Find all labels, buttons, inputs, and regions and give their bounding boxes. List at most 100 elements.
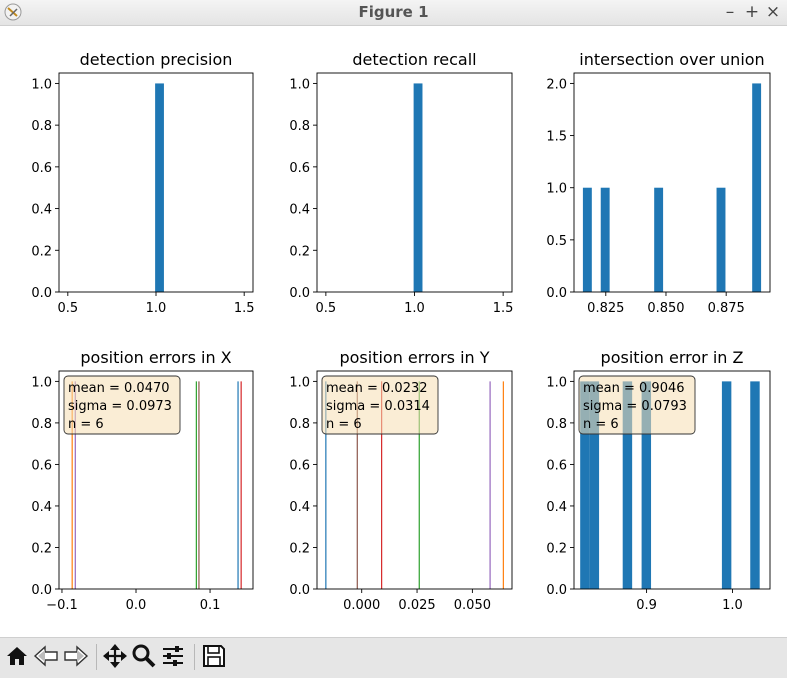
y-tick-label: 0.8 bbox=[289, 417, 310, 432]
zoom-icon bbox=[132, 644, 156, 668]
toolbar-separator bbox=[194, 644, 195, 670]
x-tick-label: −0.1 bbox=[46, 598, 78, 613]
bar bbox=[413, 83, 423, 292]
figure-svg: detection precision 0.0 0.2 0.4 0.6 0.8 1.0 0.5… bbox=[31, 50, 771, 613]
stats-box bbox=[578, 375, 696, 435]
y-tick-label: 0.0 bbox=[31, 583, 52, 598]
y-tick-label: 0.2 bbox=[546, 541, 567, 556]
x-tick-label: 0.9 bbox=[636, 598, 657, 613]
subplot-6: position error in Z 0.0 0.2 0.4 0.6 0.8 1.0 0.9… bbox=[546, 348, 771, 613]
figure-canvas[interactable]: detection precision 0.0 0.2 0.4 0.6 0.8 1.0 0.5… bbox=[0, 26, 787, 637]
stats-line: sigma = 0.0314 bbox=[326, 399, 430, 414]
y-tick-label: 0.8 bbox=[289, 119, 310, 134]
subplot-5: position errors in Y 0.0 0.2 0.4 0.6 0.8 1.0 0.… bbox=[289, 348, 513, 613]
y-tick-label: 0.4 bbox=[289, 500, 310, 515]
save-icon bbox=[203, 645, 225, 667]
stats-line: sigma = 0.0973 bbox=[68, 399, 172, 414]
y-tick-label: 1.0 bbox=[31, 375, 52, 390]
stats-line: n = 6 bbox=[326, 417, 362, 432]
subplot-title: position error in Z bbox=[601, 348, 744, 367]
y-tick-label: 0.2 bbox=[289, 244, 310, 259]
x-tick-label: 0.850 bbox=[647, 301, 684, 316]
home-button[interactable] bbox=[4, 642, 30, 670]
home-icon bbox=[7, 647, 27, 665]
y-tick-label: 0.2 bbox=[289, 541, 310, 556]
x-tick-label: 0.5 bbox=[57, 301, 78, 316]
bar bbox=[580, 381, 590, 589]
x-tick-label: 0.0 bbox=[126, 598, 147, 613]
y-tick-label: 0.8 bbox=[31, 119, 52, 134]
y-tick-label: 0.6 bbox=[546, 458, 567, 473]
title-bar: Figure 1 – + × bbox=[0, 0, 787, 26]
x-tick-label: 1.0 bbox=[722, 598, 743, 613]
y-tick-label: 1.0 bbox=[546, 375, 567, 390]
y-tick-label: 0.8 bbox=[546, 417, 567, 432]
subplot-title: detection recall bbox=[352, 50, 476, 69]
x-tick-label: 0.025 bbox=[398, 598, 435, 613]
zoom-button[interactable] bbox=[131, 642, 157, 670]
axes-frame bbox=[573, 72, 771, 293]
x-tick-label: 0.825 bbox=[587, 301, 624, 316]
forward-icon bbox=[64, 645, 89, 667]
y-tick-label: 1.0 bbox=[289, 77, 310, 92]
stats-box bbox=[63, 375, 181, 435]
back-button[interactable] bbox=[33, 642, 59, 670]
y-tick-label: 0.2 bbox=[31, 244, 52, 259]
bar bbox=[622, 381, 633, 589]
stats-line: mean = 0.0470 bbox=[68, 381, 170, 396]
configure-subplots-button[interactable] bbox=[160, 642, 186, 670]
y-tick-label: 1.0 bbox=[546, 182, 567, 197]
stats-line: sigma = 0.0793 bbox=[583, 399, 687, 414]
maximize-button[interactable]: + bbox=[744, 2, 760, 22]
pan-button[interactable] bbox=[102, 642, 128, 670]
y-tick-label: 0.4 bbox=[31, 500, 52, 515]
x-tick-label: 0.875 bbox=[708, 301, 745, 316]
save-button[interactable] bbox=[201, 642, 227, 670]
y-tick-label: 0.6 bbox=[31, 161, 52, 176]
bar bbox=[155, 83, 164, 292]
subplot-title: position errors in Y bbox=[339, 348, 489, 367]
y-tick-label: 0.6 bbox=[289, 161, 310, 176]
axes-frame bbox=[573, 370, 771, 590]
x-tick-label: 1.0 bbox=[146, 301, 167, 316]
configure-subplots-icon bbox=[163, 646, 183, 666]
y-tick-label: 1.5 bbox=[546, 130, 567, 145]
stats-line: mean = 0.0232 bbox=[326, 381, 428, 396]
pan-icon bbox=[103, 644, 127, 668]
minimize-button[interactable]: – bbox=[725, 2, 735, 22]
app-icon bbox=[4, 3, 22, 21]
toolbar-separator bbox=[96, 644, 97, 670]
forward-button[interactable] bbox=[63, 642, 89, 670]
y-tick-label: 0.0 bbox=[31, 286, 52, 301]
subplot-1: detection precision 0.0 0.2 0.4 0.6 0.8 1.0 0.5… bbox=[31, 50, 254, 316]
y-tick-label: 0.4 bbox=[31, 203, 52, 218]
axes-frame bbox=[316, 370, 513, 590]
bar bbox=[654, 187, 664, 292]
x-tick-label: 0.1 bbox=[200, 598, 221, 613]
x-tick-label: 1.5 bbox=[493, 301, 514, 316]
y-tick-label: 0.5 bbox=[546, 234, 567, 249]
bar bbox=[721, 381, 732, 589]
y-tick-label: 1.0 bbox=[289, 375, 310, 390]
y-tick-label: 0.0 bbox=[289, 286, 310, 301]
bar bbox=[582, 187, 592, 292]
x-tick-label: 1.5 bbox=[234, 301, 255, 316]
close-button[interactable]: × bbox=[765, 2, 781, 22]
y-tick-label: 0.0 bbox=[546, 286, 567, 301]
y-tick-label: 2.0 bbox=[546, 77, 567, 92]
bar bbox=[750, 381, 760, 589]
y-tick-label: 0.2 bbox=[31, 541, 52, 556]
window-title: Figure 1 bbox=[358, 3, 429, 21]
x-tick-label: 0.000 bbox=[343, 598, 380, 613]
y-tick-label: 0.4 bbox=[289, 203, 310, 218]
y-tick-label: 0.0 bbox=[289, 583, 310, 598]
bar bbox=[641, 381, 652, 589]
x-tick-label: 0.5 bbox=[316, 301, 337, 316]
stats-line: n = 6 bbox=[583, 417, 619, 432]
subplot-3: intersection over union 0.0 0.5 1.0 1.5 2.0 0.… bbox=[546, 50, 771, 316]
subplot-2: detection recall 0.0 0.2 0.4 0.6 0.8 1.0 0.5 1.0… bbox=[289, 50, 513, 316]
x-tick-label: 1.0 bbox=[404, 301, 425, 316]
stats-line: mean = 0.9046 bbox=[583, 381, 685, 396]
y-tick-label: 0.0 bbox=[546, 583, 567, 598]
bar bbox=[716, 187, 726, 292]
